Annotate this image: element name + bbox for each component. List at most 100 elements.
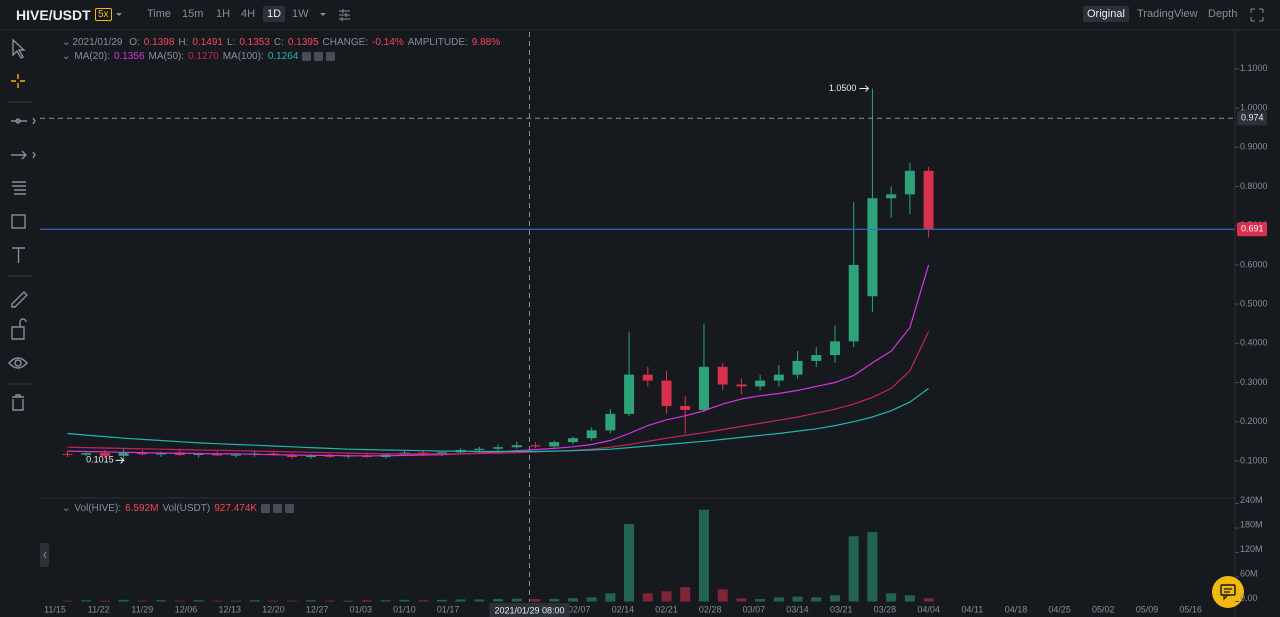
volume-tick-label: 120M: [1240, 544, 1263, 554]
candle-body: [474, 448, 485, 450]
volume-bar: [455, 599, 466, 602]
volume-tick-label: 60M: [1240, 568, 1258, 578]
legend-icon[interactable]: [314, 51, 324, 61]
fullscreen-icon[interactable]: [1250, 8, 1264, 22]
ray-tool[interactable]: [11, 150, 36, 160]
legend-icon[interactable]: [273, 503, 283, 513]
candle-body: [698, 366, 709, 410]
legend-value: 9.88%: [471, 37, 501, 48]
volume-bar: [904, 595, 915, 602]
volume-bar: [755, 599, 766, 602]
view[interactable]: Depth: [1208, 8, 1238, 20]
interval[interactable]: 1H: [216, 8, 231, 20]
drawing-tools[interactable]: [8, 38, 36, 411]
volume-bar: [212, 600, 223, 602]
x-tick-label: 12/06: [175, 604, 198, 614]
delete-tool[interactable]: [12, 394, 24, 411]
candle-body: [904, 170, 915, 195]
volume-bar: [436, 599, 447, 602]
volume-bar: [848, 536, 859, 602]
legend-icon[interactable]: [261, 503, 271, 513]
low-marker-label: 0.1015: [86, 455, 114, 465]
interval[interactable]: 4H: [241, 8, 256, 20]
volume-bar: [174, 600, 185, 602]
volume-bar: [418, 600, 429, 602]
candle-body: [511, 445, 522, 448]
candle-body: [549, 442, 560, 447]
candle-body: [811, 355, 822, 361]
lock-tool[interactable]: [11, 318, 27, 340]
volume-bar: [605, 593, 616, 602]
ma-label: MA(50):: [148, 51, 185, 62]
volume-bar: [268, 600, 279, 602]
interval-active[interactable]: 1D: [263, 6, 286, 22]
crosshair-tool[interactable]: [11, 74, 25, 88]
volume-bar: [642, 593, 653, 602]
legend-icon[interactable]: [326, 51, 336, 61]
candle-body: [886, 194, 897, 199]
volume-tick-label: 0.00: [1240, 593, 1258, 603]
text-tool[interactable]: [12, 247, 25, 263]
candle-body: [830, 341, 840, 356]
vol-value: 927.474K: [214, 503, 258, 514]
legend-icon[interactable]: [285, 503, 295, 513]
y-tick-label: 0.6000: [1240, 259, 1268, 269]
volume-bar: [230, 600, 241, 602]
x-tick-label: 03/28: [874, 604, 897, 614]
volume-bar: [399, 599, 410, 602]
cursor-tool[interactable]: [12, 38, 26, 59]
candle-body: [605, 413, 616, 431]
high-marker-arrow: [859, 85, 870, 92]
candle-body: [305, 455, 316, 458]
legend-icon[interactable]: [302, 51, 312, 61]
line-tool[interactable]: [11, 117, 36, 125]
x-tick-label: 12/20: [262, 604, 285, 614]
legend-label: H:: [178, 37, 189, 48]
volume-bar: [886, 593, 897, 602]
volume-bar: [99, 600, 110, 602]
candle-body: [736, 384, 747, 387]
y-tick-label: 1.1000: [1240, 63, 1268, 73]
x-tick-label: 11/29: [131, 604, 153, 614]
chat-icon: [1223, 588, 1232, 601]
volume-bar: [830, 595, 840, 602]
interval[interactable]: 1W: [292, 8, 309, 20]
x-tick-label: 03/14: [786, 604, 809, 614]
interval[interactable]: Time: [147, 8, 172, 20]
view[interactable]: TradingView: [1137, 8, 1198, 20]
candle-body: [324, 455, 335, 457]
ma-value: 0.1270: [188, 51, 219, 62]
volume-bar: [717, 589, 728, 602]
y-tick-label: 0.8000: [1240, 181, 1268, 191]
brush-tool[interactable]: [11, 291, 28, 308]
view-active[interactable]: Original: [1083, 6, 1129, 22]
x-tick-label: 02/28: [699, 604, 722, 614]
interval[interactable]: 15m: [182, 8, 204, 20]
candle-body: [62, 453, 73, 455]
x-tick-label: 01/03: [349, 604, 372, 614]
volume-bar: [287, 600, 298, 602]
candle-body: [81, 453, 92, 455]
volume-bar: [137, 600, 148, 602]
legend-value: -0.14%: [372, 37, 404, 48]
leverage[interactable]: 5x: [95, 8, 112, 21]
settings-icon[interactable]: [339, 9, 350, 21]
fib-tool[interactable]: [12, 181, 26, 195]
y-tick-label: 0.1000: [1240, 455, 1268, 465]
y-tick-label: 1.0000: [1240, 102, 1268, 112]
ma-line: [67, 387, 929, 453]
volume-bar: [773, 597, 784, 602]
candle-body: [717, 366, 728, 385]
candle-body: [661, 380, 672, 407]
visibility-tool[interactable]: [8, 357, 28, 369]
crosshair-price-box: [1237, 111, 1267, 126]
volume-bar: [343, 600, 354, 602]
shape-tool[interactable]: [11, 214, 26, 229]
symbol[interactable]: HIVE/USDT: [16, 7, 91, 23]
volume-bar: [867, 532, 878, 602]
candle-body: [493, 447, 504, 449]
y-tick-label: 0.5000: [1240, 298, 1268, 308]
candle-body: [923, 170, 934, 230]
ma-label: MA(100):: [222, 51, 264, 62]
